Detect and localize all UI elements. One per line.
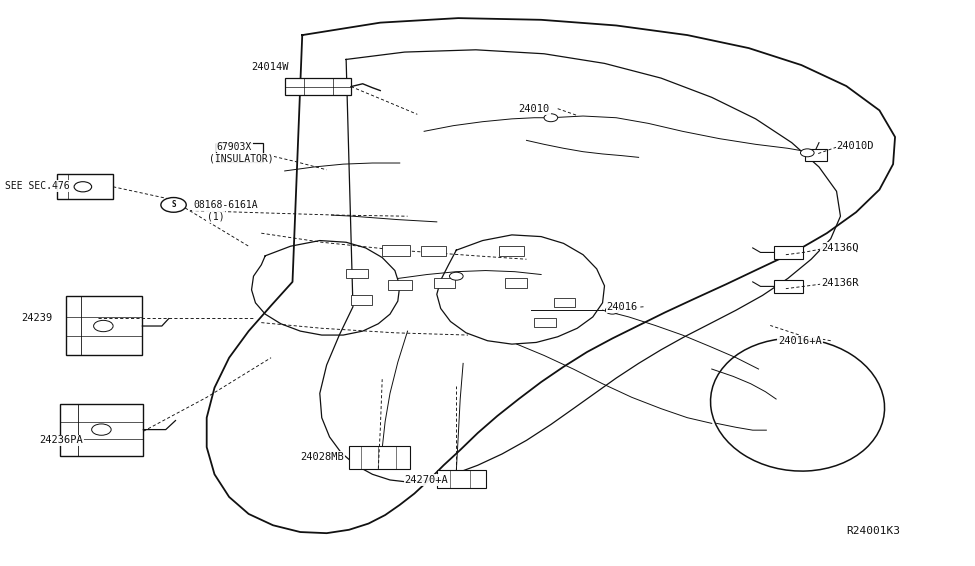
FancyBboxPatch shape	[774, 280, 803, 293]
Circle shape	[800, 149, 814, 157]
Circle shape	[161, 198, 186, 212]
Circle shape	[74, 182, 92, 192]
FancyBboxPatch shape	[505, 278, 526, 288]
Text: S: S	[172, 200, 176, 209]
FancyBboxPatch shape	[554, 298, 575, 307]
FancyBboxPatch shape	[774, 246, 803, 259]
FancyBboxPatch shape	[382, 245, 409, 256]
Text: 24136Q: 24136Q	[821, 243, 858, 253]
FancyBboxPatch shape	[534, 318, 556, 327]
Circle shape	[449, 272, 463, 280]
Text: 24270+A: 24270+A	[405, 475, 449, 485]
FancyBboxPatch shape	[349, 446, 410, 469]
Text: (1): (1)	[207, 212, 224, 222]
FancyBboxPatch shape	[216, 143, 263, 162]
Circle shape	[605, 306, 619, 314]
Text: 67903X: 67903X	[216, 142, 252, 152]
Text: 08168-6161A: 08168-6161A	[193, 200, 257, 210]
FancyBboxPatch shape	[434, 278, 455, 288]
Ellipse shape	[711, 338, 884, 471]
Text: 24016+A: 24016+A	[778, 336, 822, 346]
Text: 24236PA: 24236PA	[39, 435, 83, 445]
Text: 24028MB: 24028MB	[300, 452, 344, 462]
Circle shape	[92, 424, 111, 435]
Text: SEE SEC.476: SEE SEC.476	[5, 181, 69, 191]
FancyBboxPatch shape	[499, 246, 524, 256]
FancyBboxPatch shape	[351, 295, 372, 305]
Text: 24010: 24010	[519, 104, 550, 114]
FancyBboxPatch shape	[66, 296, 142, 355]
FancyBboxPatch shape	[285, 78, 351, 95]
Text: 24014W: 24014W	[252, 62, 289, 72]
FancyBboxPatch shape	[346, 269, 368, 278]
FancyBboxPatch shape	[805, 149, 827, 161]
Text: (INSULATOR): (INSULATOR)	[209, 153, 273, 164]
FancyBboxPatch shape	[388, 280, 412, 290]
Text: 24016: 24016	[606, 302, 638, 312]
Text: 24010D: 24010D	[837, 141, 874, 151]
FancyBboxPatch shape	[437, 470, 486, 488]
Text: 24239: 24239	[21, 313, 53, 323]
Circle shape	[544, 114, 558, 122]
FancyBboxPatch shape	[57, 174, 113, 199]
FancyBboxPatch shape	[60, 404, 143, 456]
FancyBboxPatch shape	[421, 246, 446, 256]
Text: 24136R: 24136R	[821, 278, 858, 288]
Circle shape	[94, 320, 113, 332]
Text: R24001K3: R24001K3	[846, 526, 900, 536]
